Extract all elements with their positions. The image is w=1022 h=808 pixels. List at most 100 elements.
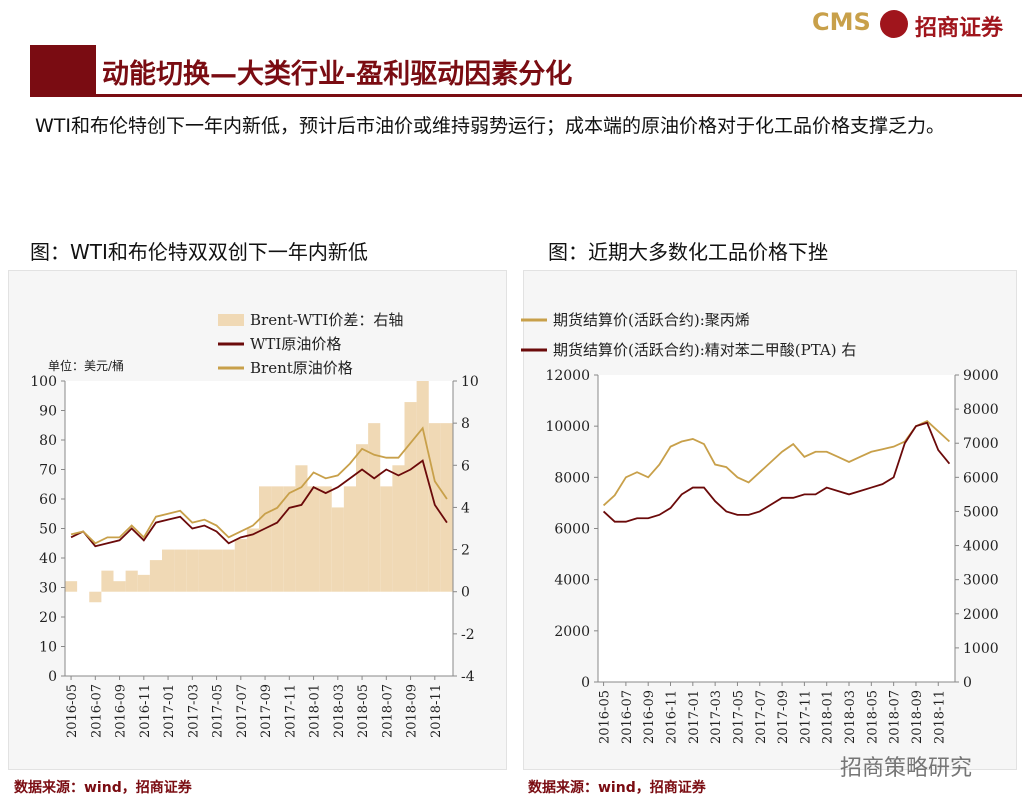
x-tick-label: 2016-11 xyxy=(138,684,153,738)
x-tick-label: 2018-09 xyxy=(910,690,925,744)
x-tick-label: 2017-01 xyxy=(687,690,702,744)
bar xyxy=(271,486,284,592)
logo-name: 招商证券 xyxy=(915,16,1004,41)
x-tick-label: 2018-01 xyxy=(308,684,323,738)
source: 数据来源：wind，招商证券 xyxy=(528,780,706,796)
subtitle: WTI和布伦特创下一年内新低，预计后市油价或维持弱势运行；成本端的原油价格对于化… xyxy=(35,115,945,137)
x-tick-label: 2017-01 xyxy=(162,684,177,738)
y2-tick-label: 3000 xyxy=(963,573,999,589)
bar xyxy=(162,549,175,592)
x-tick-label: 2016-09 xyxy=(114,684,129,738)
y-tick-label: 2000 xyxy=(554,624,590,640)
logo-brand: CMS xyxy=(812,8,871,36)
y2-tick-label: 4000 xyxy=(963,539,999,555)
logo-icon xyxy=(880,10,908,38)
bar xyxy=(137,574,150,592)
y-tick-label: 12000 xyxy=(545,368,590,384)
y2-tick-label: 0 xyxy=(963,675,972,691)
bar xyxy=(440,423,453,592)
bar xyxy=(234,539,247,592)
x-tick-label: 2018-01 xyxy=(821,690,836,744)
y-tick-label: 40 xyxy=(39,551,57,567)
x-tick-label: 2018-03 xyxy=(843,690,858,744)
bar xyxy=(283,486,296,592)
bar xyxy=(428,423,441,592)
x-tick-label: 2018-11 xyxy=(429,684,444,738)
legend-label: Brent原油价格 xyxy=(250,359,353,377)
y-tick-label: 10000 xyxy=(545,419,590,435)
bar xyxy=(259,486,272,592)
chart-title: 图：近期大多数化工品价格下挫 xyxy=(548,240,828,264)
y-tick-label: 100 xyxy=(30,374,57,390)
bar xyxy=(113,581,126,592)
y2-tick-label: 2 xyxy=(461,543,470,559)
bar xyxy=(101,570,114,592)
y2-tick-label: -4 xyxy=(461,669,475,685)
legend-swatch xyxy=(218,314,244,326)
bar xyxy=(343,486,356,592)
x-tick-label: 2016-07 xyxy=(89,684,104,738)
y-tick-label: 50 xyxy=(39,522,57,538)
x-tick-label: 2017-09 xyxy=(259,684,274,738)
plot-area xyxy=(598,375,955,682)
y-tick-label: 90 xyxy=(39,404,57,420)
y2-tick-label: 0 xyxy=(461,585,470,601)
bar xyxy=(416,381,429,592)
bar xyxy=(89,591,102,603)
legend-label: 期货结算价(活跃合约):聚丙烯 xyxy=(553,311,750,329)
y2-tick-label: 1000 xyxy=(963,641,999,657)
y2-tick-label: 9000 xyxy=(963,368,999,384)
y2-tick-label: 7000 xyxy=(963,436,999,452)
bar xyxy=(246,528,259,592)
x-tick-label: 2016-05 xyxy=(65,684,80,738)
y2-tick-label: 8000 xyxy=(963,402,999,418)
y-tick-label: 20 xyxy=(39,610,57,626)
x-tick-label: 2017-03 xyxy=(186,684,201,738)
x-tick-label: 2018-07 xyxy=(888,690,903,744)
y2-tick-label: -2 xyxy=(461,627,475,643)
x-tick-label: 2017-05 xyxy=(731,690,746,744)
x-tick-label: 2018-03 xyxy=(332,684,347,738)
legend-label: 期货结算价(活跃合约):精对苯二甲酸(PTA) 右 xyxy=(553,341,856,359)
y2-tick-label: 10 xyxy=(461,374,479,390)
bar xyxy=(174,549,187,592)
bar xyxy=(125,570,138,592)
bar xyxy=(186,549,199,592)
x-tick-label: 2017-07 xyxy=(235,684,250,738)
y2-tick-label: 8 xyxy=(461,416,470,432)
line xyxy=(70,459,448,548)
bar xyxy=(392,465,405,592)
source: 数据来源：wind，招商证券 xyxy=(14,780,192,796)
bar xyxy=(222,549,235,592)
x-tick-label: 2018-05 xyxy=(356,684,371,738)
bar xyxy=(368,423,381,592)
x-tick-label: 2017-03 xyxy=(709,690,724,744)
x-tick-label: 2018-09 xyxy=(405,684,420,738)
y2-tick-label: 6 xyxy=(461,458,470,474)
y-tick-label: 0 xyxy=(48,669,57,685)
unit-label: 单位：美元/桶 xyxy=(48,358,124,373)
line xyxy=(70,426,448,545)
x-tick-label: 2018-05 xyxy=(865,690,880,744)
title-block xyxy=(30,45,96,97)
x-tick-label: 2016-09 xyxy=(642,690,657,744)
legend-label: Brent-WTI价差：右轴 xyxy=(250,311,403,329)
y2-tick-label: 5000 xyxy=(963,504,999,520)
x-tick-label: 2016-07 xyxy=(620,690,635,744)
y-tick-label: 80 xyxy=(39,433,57,449)
y2-tick-label: 6000 xyxy=(963,470,999,486)
x-tick-label: 2018-07 xyxy=(380,684,395,738)
chart-title: 图：WTI和布伦特双双创下一年内新低 xyxy=(30,240,368,264)
y2-tick-label: 2000 xyxy=(963,607,999,623)
x-tick-label: 2017-07 xyxy=(754,690,769,744)
y-tick-label: 10 xyxy=(39,640,57,656)
line xyxy=(602,419,951,507)
bar xyxy=(380,486,393,592)
bar xyxy=(356,444,369,592)
page-title: 动能切换—大类行业-盈利驱动因素分化 xyxy=(102,59,573,90)
bar xyxy=(307,486,320,592)
bar xyxy=(319,486,332,592)
x-tick-label: 2017-11 xyxy=(798,690,813,744)
bar xyxy=(210,549,223,592)
